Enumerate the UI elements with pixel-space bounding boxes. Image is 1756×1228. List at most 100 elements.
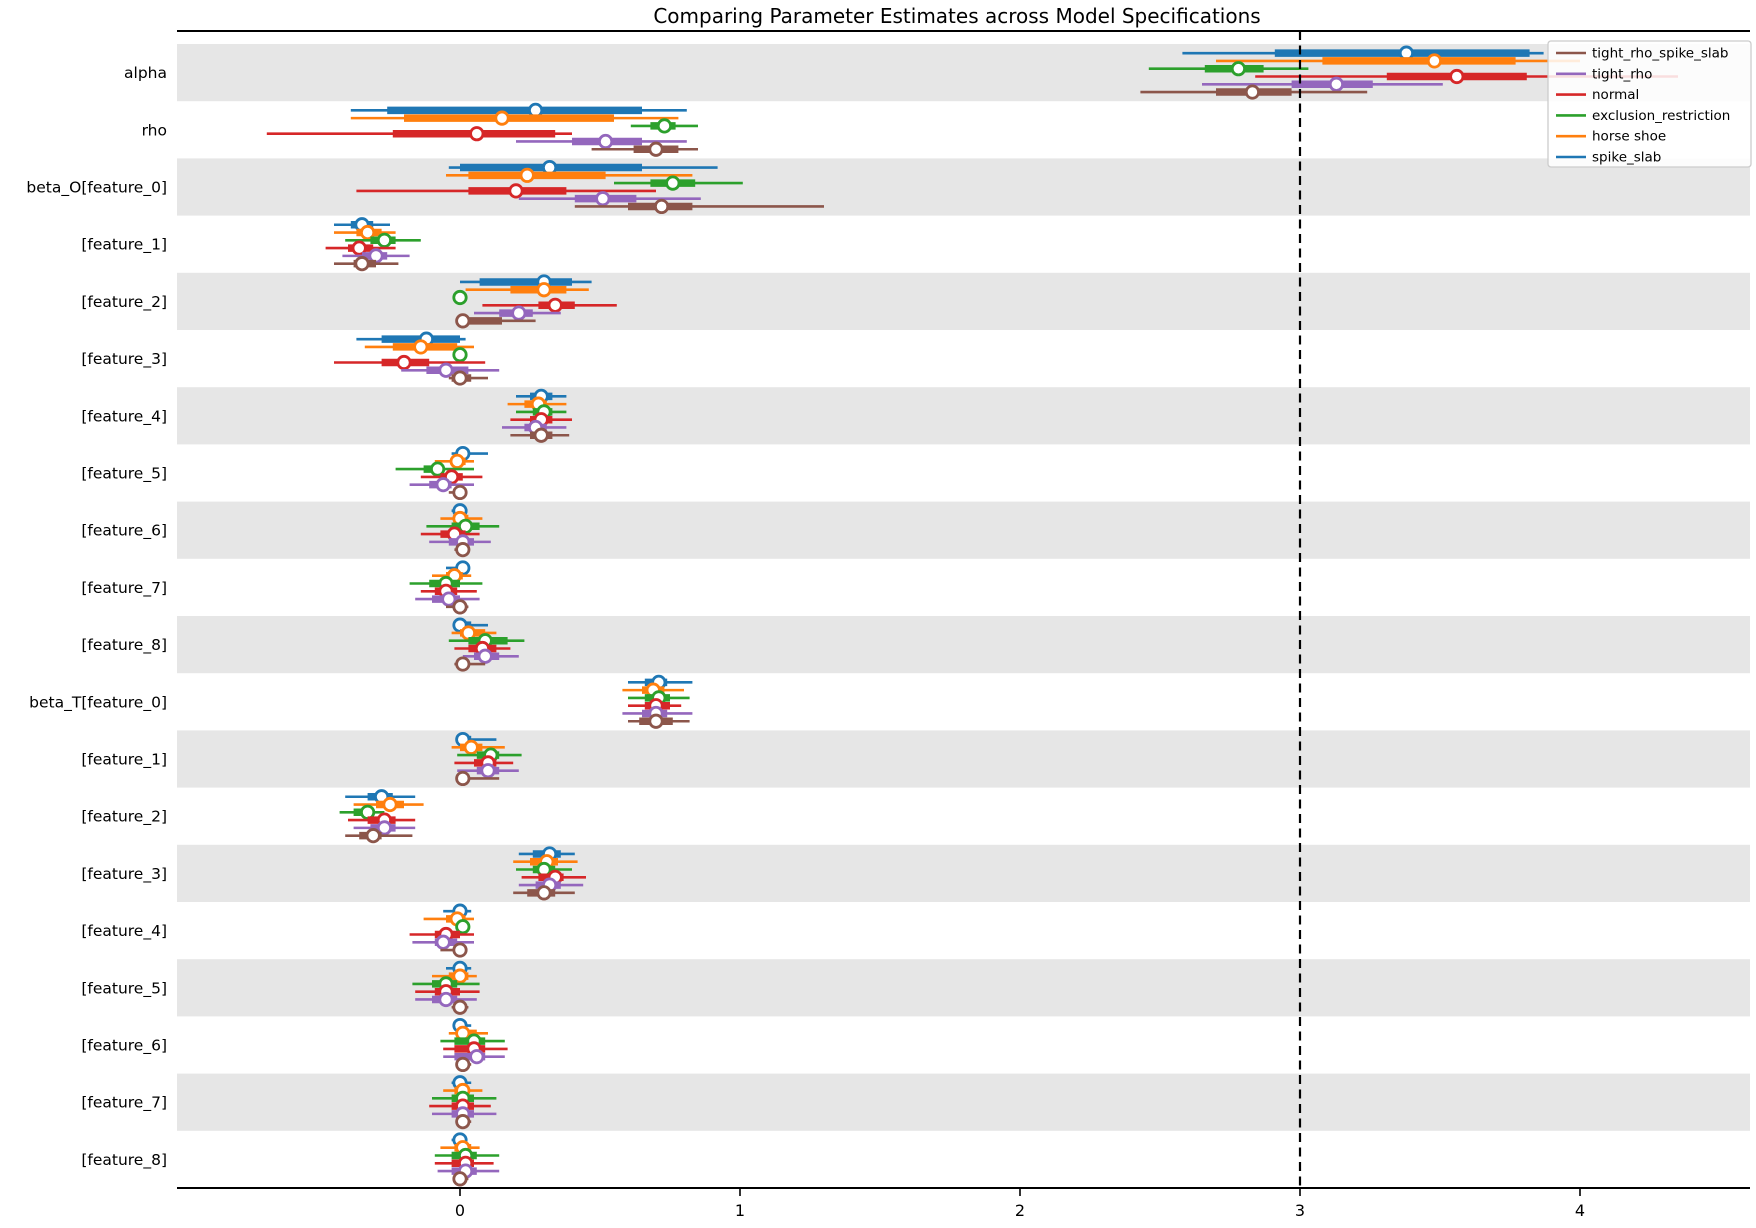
median-marker-exclusion_restriction <box>665 175 681 191</box>
median-marker-normal <box>547 297 563 313</box>
y-axis-label: [feature_2] <box>81 808 167 827</box>
median-marker-normal <box>508 183 524 199</box>
legend-item-label: exclusion_restriction <box>1592 108 1730 124</box>
row-band <box>177 616 1750 674</box>
median-marker-tight_rho <box>435 934 451 950</box>
y-axis-label: [feature_5] <box>81 465 167 484</box>
row-band <box>177 959 1750 1017</box>
y-axis-label: rho <box>142 121 167 139</box>
median-marker-tight_rho <box>435 477 451 493</box>
legend-item-label: horse shoe <box>1592 129 1666 145</box>
median-marker-tight_rho_spike_slab <box>536 885 552 901</box>
median-marker-tight_rho_spike_slab <box>455 313 471 329</box>
y-axis-label: beta_T[feature_0] <box>29 693 167 712</box>
median-marker-tight_rho_spike_slab <box>455 1056 471 1073</box>
median-marker-tight_rho_spike_slab <box>648 713 664 729</box>
median-marker-normal <box>469 126 485 142</box>
median-marker-horse shoe <box>519 167 535 183</box>
row-band <box>177 730 1750 788</box>
median-marker-tight_rho_spike_slab <box>533 427 549 443</box>
x-tick-label: 2 <box>1015 1201 1025 1220</box>
median-marker-tight_rho_spike_slab <box>452 942 468 958</box>
median-marker-tight_rho <box>1328 76 1345 92</box>
median-marker-tight_rho <box>595 191 611 207</box>
legend-item-label: tight_rho <box>1592 66 1652 82</box>
median-marker-horse shoe <box>452 968 468 984</box>
median-marker-tight_rho_spike_slab <box>365 828 381 844</box>
median-marker-tight_rho <box>480 763 496 779</box>
median-marker-horse shoe <box>413 339 429 355</box>
y-axis-label: [feature_3] <box>81 350 167 369</box>
y-axis-label: [feature_1] <box>81 751 167 770</box>
median-marker-exclusion_restriction <box>429 461 446 477</box>
median-marker-tight_rho <box>477 648 493 664</box>
median-marker-normal <box>1449 68 1465 85</box>
x-axis: 0 1 2 3 4 <box>455 1188 1585 1220</box>
row-band <box>177 501 1750 559</box>
y-axis-label: [feature_6] <box>81 522 167 541</box>
median-marker-horse shoe <box>536 282 552 298</box>
median-marker-tight_rho_spike_slab <box>354 256 370 272</box>
y-axis-label: beta_O[feature_0] <box>26 179 167 198</box>
median-marker-tight_rho_spike_slab <box>455 656 471 672</box>
y-axis-label: [feature_3] <box>81 865 167 884</box>
x-tick-label: 4 <box>1575 1201 1585 1220</box>
x-tick-label: 1 <box>735 1201 745 1220</box>
median-marker-exclusion_restriction <box>376 232 392 248</box>
legend-box <box>1547 40 1752 168</box>
median-marker-tight_rho <box>469 1049 485 1065</box>
axes-spines <box>177 30 1750 1189</box>
median-marker-tight_rho_spike_slab <box>648 141 664 157</box>
y-axis-label: [feature_4] <box>81 407 167 426</box>
median-marker-tight_rho <box>511 305 527 321</box>
median-marker-tight_rho_spike_slab <box>455 1114 471 1130</box>
median-marker-tight_rho_spike_slab <box>1244 84 1261 100</box>
median-marker-tight_rho_spike_slab <box>452 599 468 615</box>
x-tick-label: 0 <box>455 1201 465 1220</box>
y-axis-label: alpha <box>124 64 167 82</box>
median-marker-tight_rho <box>438 991 454 1008</box>
median-marker-exclusion_restriction <box>656 118 673 134</box>
median-marker-normal <box>396 354 412 371</box>
median-marker-tight_rho_spike_slab <box>455 542 471 558</box>
chart-title: Comparing Parameter Estimates across Mod… <box>653 4 1260 28</box>
y-axis-label: [feature_7] <box>81 1094 167 1113</box>
median-marker-horse shoe <box>382 796 398 813</box>
median-marker-horse shoe <box>1426 53 1443 69</box>
median-marker-exclusion_restriction <box>1230 61 1247 77</box>
y-axis-label: [feature_1] <box>81 236 167 255</box>
median-marker-normal <box>351 240 367 256</box>
median-marker-tight_rho <box>597 133 614 150</box>
median-marker-exclusion_restriction <box>455 919 471 935</box>
legend-item-label: spike_slab <box>1592 150 1661 166</box>
y-axis-label: [feature_7] <box>81 579 167 598</box>
median-marker-exclusion_restriction <box>452 289 468 306</box>
median-marker-tight_rho <box>441 591 457 607</box>
median-marker-exclusion_restriction <box>452 347 468 363</box>
y-axis-label: [feature_8] <box>81 1151 167 1170</box>
median-marker-tight_rho <box>438 362 454 378</box>
y-axis-labels: alpha rho beta_O[feature_0] [feature_1] [fea… <box>26 64 167 1170</box>
row-band <box>177 387 1750 445</box>
median-marker-horse shoe <box>494 110 510 126</box>
x-tick-label: 3 <box>1295 1201 1305 1220</box>
row-band <box>177 1073 1750 1131</box>
row-bands <box>177 44 1750 1131</box>
median-marker-tight_rho_spike_slab <box>452 484 468 501</box>
y-axis-label: [feature_2] <box>81 293 167 312</box>
row-band <box>177 158 1750 216</box>
median-marker-tight_rho_spike_slab <box>452 370 468 386</box>
row-band <box>177 272 1750 330</box>
median-marker-tight_rho_spike_slab <box>452 1171 468 1187</box>
median-marker-horse shoe <box>449 453 465 469</box>
legend-item-label: tight_rho_spike_slab <box>1592 46 1728 62</box>
median-marker-tight_rho <box>376 820 392 836</box>
median-marker-horse shoe <box>359 224 376 241</box>
row-band <box>177 844 1750 902</box>
y-axis-label: [feature_6] <box>81 1037 167 1056</box>
median-marker-horse shoe <box>463 739 479 755</box>
legend-item-label: normal <box>1592 87 1639 103</box>
